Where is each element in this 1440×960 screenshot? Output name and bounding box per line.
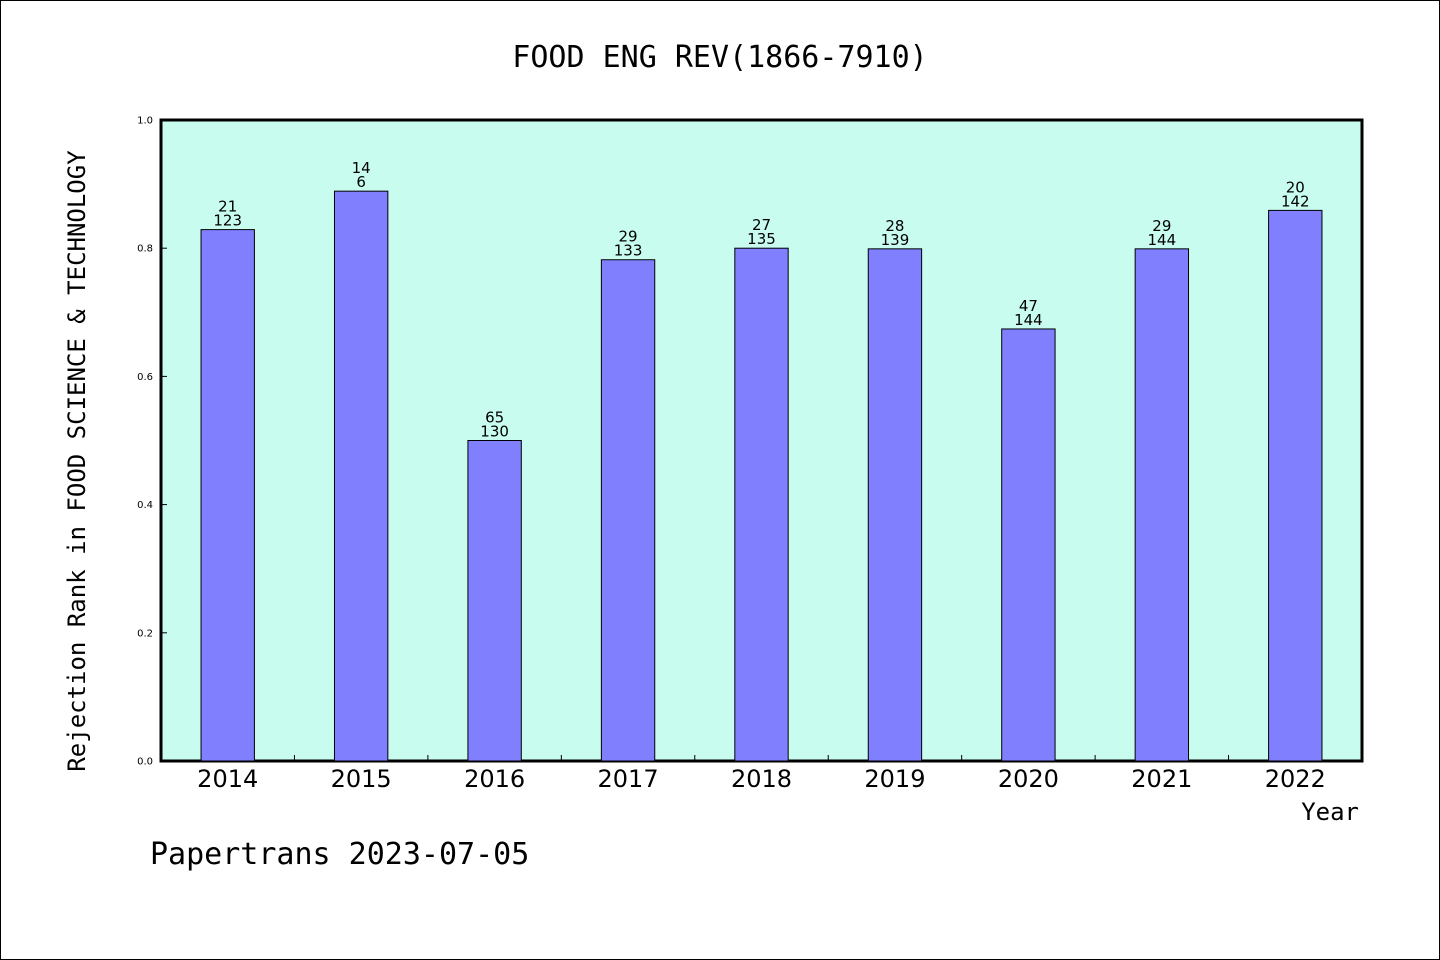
x-tick-label: 2021 — [1131, 765, 1192, 793]
bar-label-top: 21 — [218, 198, 237, 216]
x-tick-label: 2019 — [864, 765, 925, 793]
bar-2021 — [1134, 248, 1190, 762]
bar-2022 — [1268, 209, 1323, 762]
x-tick-label: 2020 — [998, 765, 1059, 793]
bar-label-bottom: 144 — [1014, 311, 1043, 329]
y-tick-label: 0.8 — [137, 244, 153, 255]
bar-2015 — [333, 190, 389, 762]
bar-label-bottom: 142 — [1281, 192, 1310, 210]
y-tick-label: 0.4 — [137, 500, 153, 511]
bar-label-top: 20 — [1286, 178, 1305, 196]
x-tick-label: 2015 — [331, 765, 392, 793]
chart-title: FOOD ENG REV(1866-7910) — [512, 40, 927, 75]
bar-label-bottom: 130 — [480, 423, 509, 441]
bar-2020 — [1001, 328, 1056, 762]
bar-series — [200, 190, 1323, 762]
bar-label-top: 47 — [1019, 297, 1038, 315]
bar-label-bottom: 144 — [1148, 231, 1177, 249]
y-tick-label: 0.6 — [137, 372, 153, 383]
x-tick-label: 2022 — [1265, 765, 1326, 793]
bar-label-top: 29 — [1152, 217, 1171, 235]
x-axis: 2014 2015 2016 2017 2018 2019 2020 2021 2022 — [197, 755, 1326, 793]
x-tick-label: 2018 — [731, 765, 792, 793]
y-tick-label: 0.0 — [137, 757, 153, 768]
bar-label-bottom: 133 — [614, 242, 643, 260]
bar-label-bottom: 6 — [356, 173, 366, 191]
x-tick-label: 2016 — [464, 765, 525, 793]
bar-label-bottom: 135 — [747, 230, 776, 248]
bar-data-labels: 2112314665130291332713528139471442914420… — [213, 159, 1309, 440]
y-axis: 0.0 0.2 0.4 0.6 0.8 1.0 — [137, 116, 167, 768]
y-tick-label: 1.0 — [137, 116, 153, 127]
y-axis-label: Rejection Rank in FOOD SCIENCE & TECHNOL… — [63, 150, 91, 772]
bar-2019 — [867, 248, 923, 762]
bar-label-bottom: 139 — [881, 231, 910, 249]
bar-label-top: 65 — [485, 409, 504, 427]
x-tick-label: 2017 — [598, 765, 659, 793]
y-tick-label: 0.2 — [137, 628, 153, 639]
bar-label-top: 28 — [885, 217, 904, 235]
bar-label-top: 14 — [352, 159, 371, 177]
bar-label-bottom: 123 — [213, 212, 242, 230]
x-axis-label: Year — [1301, 798, 1359, 826]
bar-2018 — [734, 247, 789, 762]
footer-credit: Papertrans 2023-07-05 — [150, 837, 529, 872]
x-tick-label: 2014 — [197, 765, 258, 793]
bar-2017 — [600, 259, 656, 762]
bar-2014 — [200, 229, 255, 762]
bar-label-top: 27 — [752, 216, 771, 234]
bar-2016 — [467, 440, 522, 762]
bar-label-top: 29 — [619, 228, 638, 246]
